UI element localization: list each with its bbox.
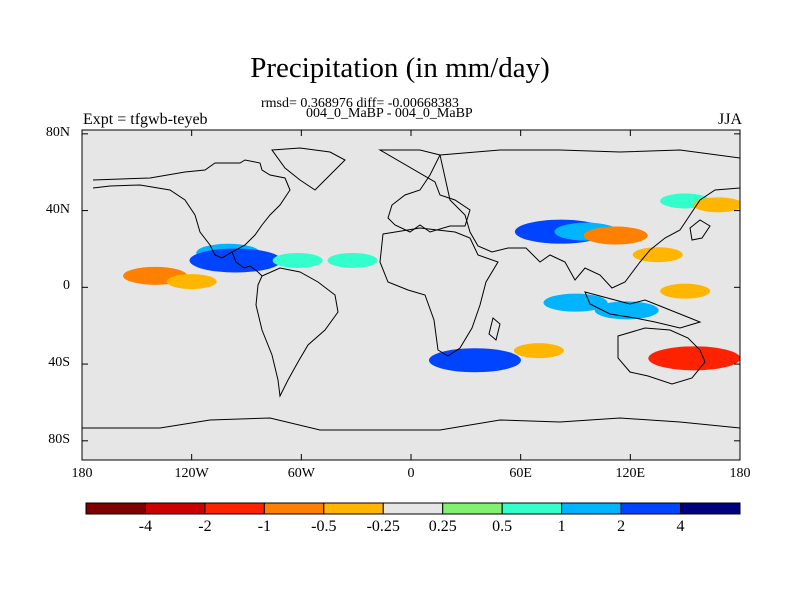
anomaly-patch-9 — [583, 226, 648, 245]
anomaly-patch-15 — [513, 343, 564, 359]
anomaly-patch-2 — [82, 274, 122, 289]
coast-asia — [439, 149, 740, 289]
experiment-label: Expt = tfgwb-teyeb — [83, 111, 208, 128]
coast-europe — [378, 149, 471, 233]
plot-background — [82, 130, 740, 460]
coast-north-america — [92, 159, 291, 259]
coast-antarctica — [82, 417, 740, 431]
colorbar-label-1: -2 — [198, 518, 212, 535]
colorbar-swatch-0 — [85, 502, 146, 515]
chart-title: Precipitation (in mm/day) — [250, 52, 550, 84]
anomaly-patch-12 — [543, 293, 608, 312]
anomaly-patch-10 — [632, 247, 683, 263]
colorbar-label-6: 0.5 — [492, 518, 513, 535]
colorbar-swatch-10 — [680, 502, 741, 515]
colorbar-swatch-9 — [620, 502, 682, 515]
colorbar-swatch-3 — [263, 502, 325, 515]
x-tick-label-2: 60W — [287, 466, 315, 481]
colorbar-swatch-1 — [144, 502, 206, 515]
y-tick-label-2: 0 — [63, 278, 70, 294]
anomaly-patch-14 — [428, 348, 521, 373]
anomaly-layer — [82, 193, 740, 373]
colorbar-label-0: -4 — [138, 518, 153, 535]
x-tick-label-4: 60E — [509, 466, 532, 481]
colorbar-label-5: 0.25 — [428, 518, 457, 535]
coast-maritime-continent — [584, 291, 702, 329]
x-tick-label-6: 180 — [729, 466, 751, 481]
coastline-layer — [82, 147, 740, 431]
season-label: JJA — [717, 111, 742, 128]
coast-central-america — [231, 251, 263, 277]
anomaly-patch-5 — [272, 252, 323, 268]
tick-marks — [81, 130, 741, 460]
anomaly-patch-11 — [660, 283, 711, 299]
colorbar-swatch-8 — [561, 502, 622, 515]
coast-south-america — [255, 267, 339, 398]
colorbar-label-2: -1 — [257, 518, 272, 535]
colorbar-label-8: 2 — [617, 518, 626, 535]
coast-australia — [617, 327, 706, 385]
x-tick-label-3: 0 — [407, 466, 415, 481]
colorbar-label-7: 1 — [557, 518, 566, 535]
colorbar-swatch-6 — [442, 502, 503, 515]
colorbar-label-9: 4 — [676, 518, 685, 535]
y-tick-label-0: 80N — [45, 124, 70, 140]
colorbar-swatch-4 — [323, 502, 384, 515]
stats-text: rmsd= 0.368976 diff= -0.00668383 — [261, 96, 459, 111]
y-tick-label-3: 40S — [48, 355, 70, 371]
coast-greenland — [271, 147, 346, 191]
anomaly-patch-18 — [693, 197, 740, 213]
colorbar-label-3: -0.5 — [311, 518, 337, 535]
colorbar-swatch-5 — [382, 502, 444, 515]
colorbar — [85, 502, 741, 515]
anomaly-patch-19 — [316, 340, 360, 354]
x-tick-label-5: 120E — [615, 466, 646, 481]
coast-japan — [689, 219, 711, 241]
coast-madagascar — [488, 317, 501, 341]
coast-africa — [379, 227, 499, 357]
anomaly-patch-6 — [327, 252, 378, 268]
cases-label: 004_0_MaBP - 004_0_MaBP — [306, 106, 473, 121]
anomaly-patch-13 — [594, 301, 659, 320]
x-tick-label-0: 180 — [71, 466, 93, 481]
anomaly-patch-16 — [648, 346, 740, 371]
y-tick-label-4: 80S — [48, 431, 70, 447]
colorbar-swatch-2 — [204, 502, 265, 515]
colorbar-label-4: -0.25 — [366, 518, 400, 535]
colorbar-swatch-7 — [501, 502, 563, 515]
anomaly-patch-1 — [166, 274, 217, 290]
x-tick-label-1: 120W — [174, 466, 209, 481]
y-tick-label-1: 40N — [45, 201, 70, 217]
